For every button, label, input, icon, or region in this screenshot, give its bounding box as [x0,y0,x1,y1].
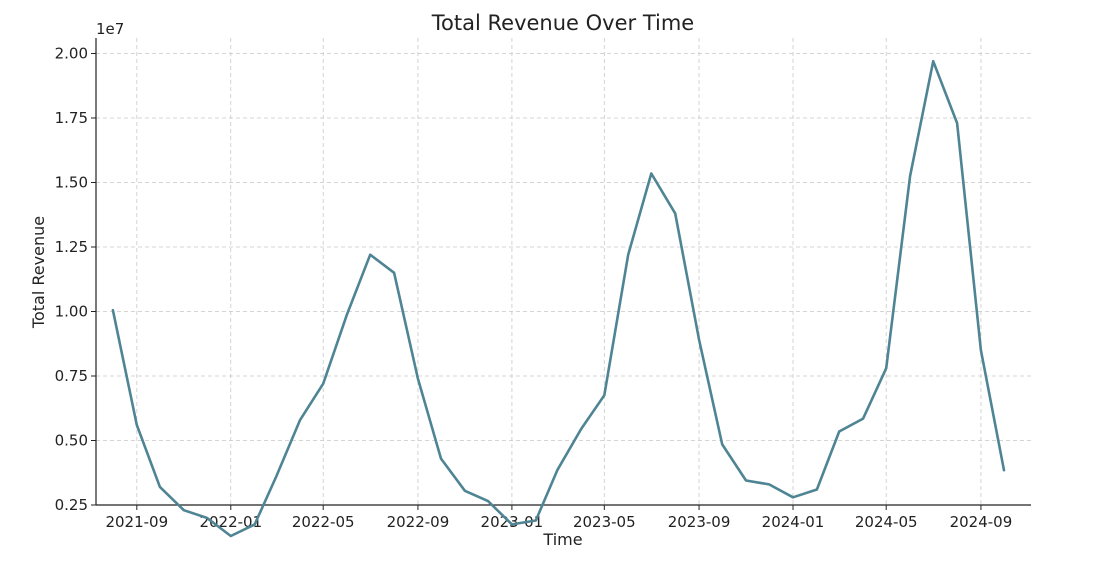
y-tick-label: 1.75 [55,109,88,127]
y-axis-label: Total Revenue [29,216,48,329]
revenue-series-line [111,59,1006,538]
x-tick-label: 2023-09 [668,513,731,531]
x-axis-ticks: 2021-09 2022-01 2022-05 2022-09 2023-01 2023-… [105,505,1012,531]
x-tick-label: 2023-05 [573,513,636,531]
x-tick-label: 2022-05 [292,513,355,531]
y-axis-ticks: 0.25 0.50 0.75 1.00 1.25 1.50 1.75 2.00 [55,44,96,514]
x-tick-label: 2022-09 [387,513,450,531]
chart-title: Total Revenue Over Time [431,11,694,35]
x-tick-label: 2022-01 [199,513,262,531]
y-tick-label: 2.00 [55,44,88,62]
y-tick-label: 1.00 [55,302,88,320]
grid-lines [96,38,1031,506]
y-axis-offset-label: 1e7 [96,20,124,38]
y-tick-label: 1.25 [55,238,88,256]
x-tick-label: 2024-09 [950,513,1013,531]
x-tick-label: 2023-01 [481,513,544,531]
y-tick-label: 0.50 [55,431,88,449]
x-tick-label: 2021-09 [105,513,168,531]
x-axis-label: Time [542,530,582,549]
x-tick-label: 2024-01 [762,513,825,531]
y-tick-label: 1.50 [55,173,88,191]
y-tick-label: 0.25 [55,496,88,514]
x-tick-label: 2024-05 [855,513,918,531]
y-tick-label: 0.75 [55,367,88,385]
